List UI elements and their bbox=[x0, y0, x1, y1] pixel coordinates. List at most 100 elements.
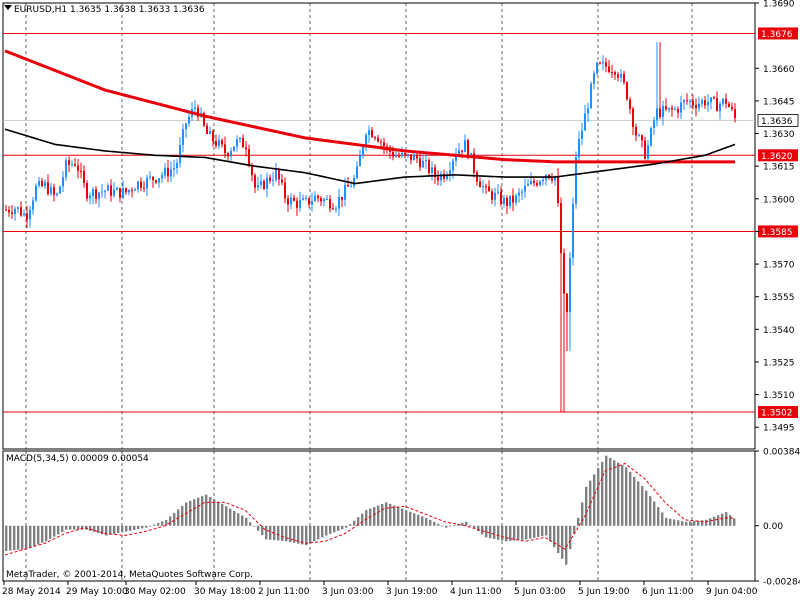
macd-bar bbox=[509, 525, 512, 541]
candle-body bbox=[500, 191, 502, 205]
macd-bar bbox=[705, 519, 708, 526]
chart-menu-toggle-icon[interactable] bbox=[4, 5, 12, 10]
candle-body bbox=[575, 157, 577, 204]
candle-body bbox=[59, 186, 61, 194]
candle-body bbox=[218, 140, 220, 146]
candle-body bbox=[440, 173, 442, 181]
main-plot-frame bbox=[2, 2, 756, 450]
candle-body bbox=[710, 97, 712, 103]
macd-bar bbox=[337, 525, 340, 531]
candle-body bbox=[365, 134, 367, 147]
macd-bar bbox=[501, 525, 504, 541]
candle-body bbox=[443, 173, 445, 179]
candle-body bbox=[701, 100, 703, 104]
candle-body bbox=[539, 181, 541, 186]
macd-bar bbox=[41, 525, 44, 543]
ma-slow-line bbox=[4, 49, 735, 164]
macd-bar bbox=[105, 525, 108, 536]
candle-body bbox=[467, 140, 469, 157]
candle-body bbox=[518, 192, 520, 196]
candle-body bbox=[407, 154, 409, 156]
macd-bar bbox=[253, 525, 256, 527]
macd-bar bbox=[161, 521, 164, 526]
macd-bar bbox=[209, 496, 212, 526]
time-tick-label: 4 Jun 11:00 bbox=[450, 587, 502, 597]
candle-body bbox=[734, 109, 736, 118]
candle-body bbox=[194, 107, 196, 109]
candle-body bbox=[620, 73, 622, 78]
macd-bar bbox=[437, 523, 440, 526]
candle-body bbox=[614, 72, 616, 75]
macd-bar bbox=[685, 521, 688, 526]
candle-body bbox=[206, 125, 208, 135]
horizontal-levels[interactable]: 1.3676 1.3620 1.3585 1.3502 bbox=[3, 27, 798, 419]
macd-bar bbox=[269, 525, 272, 540]
candle-body bbox=[437, 177, 439, 181]
macd-bar bbox=[397, 507, 400, 526]
macd-bar bbox=[373, 507, 376, 526]
candle-body bbox=[446, 175, 448, 179]
macd-bar bbox=[473, 525, 476, 529]
candle-body bbox=[557, 176, 559, 204]
candle-body bbox=[488, 186, 490, 192]
macd-bar bbox=[317, 525, 320, 540]
macd-bar bbox=[165, 519, 168, 526]
candle-body bbox=[482, 186, 484, 188]
macd-bar bbox=[5, 525, 8, 552]
macd-bar bbox=[345, 525, 348, 528]
macd-bar bbox=[297, 525, 300, 544]
time-tick-label: 3 Jun 03:00 bbox=[322, 587, 374, 597]
candle-body bbox=[29, 209, 31, 220]
macd-bar bbox=[341, 525, 344, 530]
macd-bar bbox=[145, 525, 148, 528]
macd-bar bbox=[641, 486, 644, 526]
candle-body bbox=[23, 213, 25, 216]
macd-bar bbox=[277, 525, 280, 541]
candle-body bbox=[581, 130, 583, 139]
candle-body bbox=[269, 177, 271, 181]
candle-body bbox=[722, 98, 724, 104]
candle-body bbox=[131, 189, 133, 191]
macd-bar bbox=[89, 525, 92, 531]
candle-body bbox=[104, 190, 106, 192]
macd-indicator bbox=[4, 455, 736, 565]
macd-tick-label: 0.00 bbox=[763, 522, 783, 532]
macd-bar bbox=[561, 525, 564, 559]
macd-bar bbox=[677, 520, 680, 526]
candle-body bbox=[38, 180, 40, 186]
moving-averages bbox=[4, 49, 736, 185]
price-tick-label: 1.3690 bbox=[763, 0, 795, 10]
candle-body bbox=[605, 62, 607, 67]
macd-bar bbox=[101, 525, 104, 535]
candle-body bbox=[287, 198, 289, 205]
price-tick-label: 1.3645 bbox=[763, 97, 795, 107]
macd-bar bbox=[401, 508, 404, 526]
candle-body bbox=[362, 146, 364, 156]
candle-body bbox=[686, 100, 688, 102]
macd-bar bbox=[537, 525, 540, 538]
candle-body bbox=[554, 176, 556, 181]
candle-body bbox=[125, 187, 127, 193]
candle-body bbox=[677, 108, 679, 113]
macd-bar bbox=[585, 486, 588, 526]
candle-body bbox=[587, 108, 589, 114]
candle-body bbox=[203, 112, 205, 126]
macd-bar bbox=[37, 525, 40, 545]
macd-bar bbox=[321, 525, 324, 538]
macd-bar bbox=[213, 499, 216, 526]
macd-bar bbox=[49, 525, 52, 539]
macd-bar bbox=[57, 525, 60, 535]
macd-bar bbox=[569, 525, 572, 550]
candle-body bbox=[341, 197, 343, 200]
candle-body bbox=[398, 155, 400, 157]
macd-bar bbox=[609, 458, 612, 526]
candle-body bbox=[713, 97, 715, 99]
time-tick-label: 28 May 2014 bbox=[2, 587, 61, 597]
macd-bar bbox=[237, 513, 240, 526]
macd-bar bbox=[629, 472, 632, 526]
candle-body bbox=[74, 164, 76, 166]
candle-body bbox=[56, 193, 58, 195]
candle-body bbox=[572, 203, 574, 258]
